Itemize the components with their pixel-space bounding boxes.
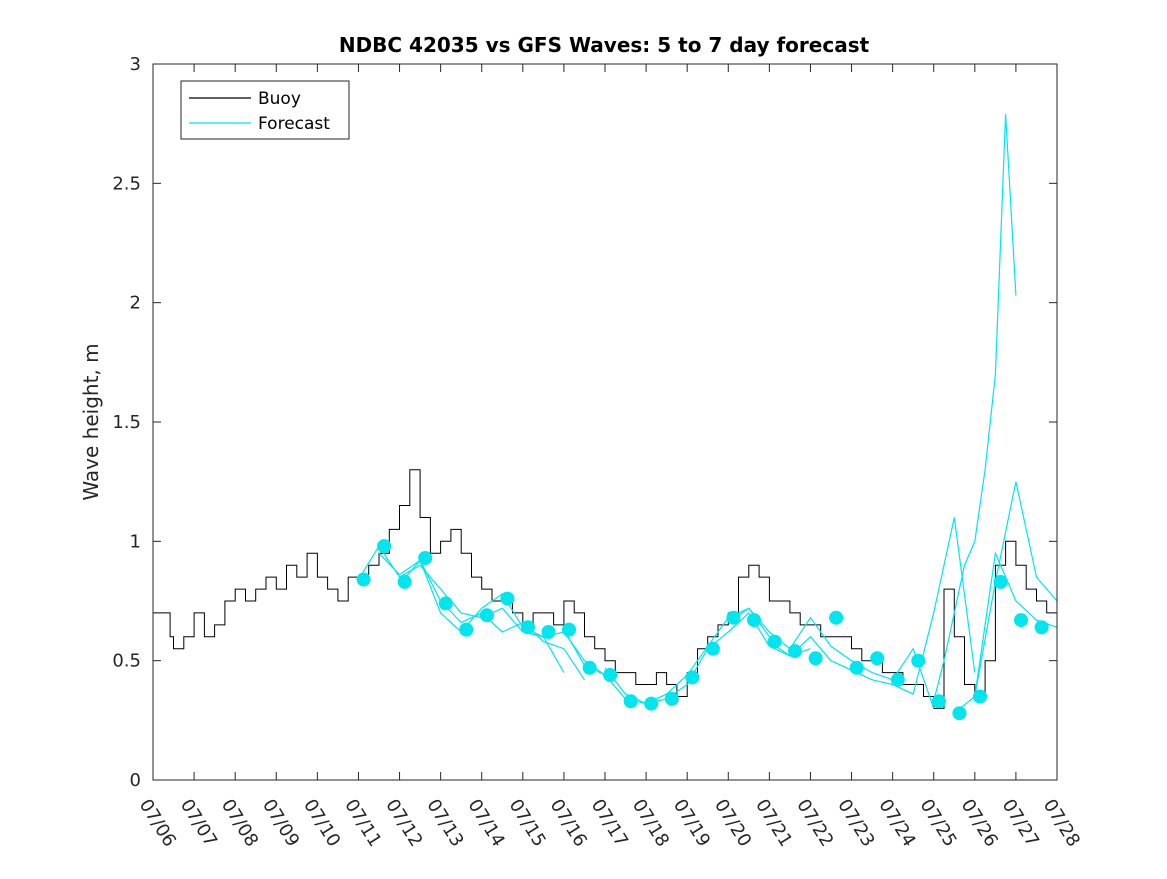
forecast-marker — [582, 660, 597, 675]
forecast-run-1 — [357, 544, 565, 673]
forecast-marker — [562, 622, 576, 637]
y-tick-label: 1 — [130, 531, 141, 552]
forecast-marker — [767, 634, 782, 649]
forecast-marker — [623, 694, 638, 709]
x-tick-label: 07/17 — [587, 796, 632, 851]
x-tick-label: 07/21 — [751, 796, 796, 851]
y-tick-label: 3 — [130, 54, 141, 75]
forecast-marker — [644, 696, 659, 711]
forecast-marker — [1034, 620, 1049, 635]
legend-box — [180, 80, 350, 140]
forecast-run-6 — [727, 607, 935, 709]
forecast-marker — [1014, 613, 1028, 628]
forecast-marker — [829, 610, 844, 625]
x-tick-label: 07/23 — [833, 796, 878, 851]
buoy-series-line — [153, 469, 1057, 709]
forecast-marker — [993, 574, 1008, 589]
axes: 00.511.522.5307/0607/0707/0807/0907/1007… — [112, 54, 1084, 851]
forecast-marker — [500, 591, 515, 606]
forecast-marker — [603, 668, 618, 682]
forecast-run-5 — [604, 611, 811, 705]
forecast-marker — [747, 613, 761, 628]
forecast-marker — [788, 644, 802, 659]
x-tick-label: 07/09 — [258, 796, 303, 851]
chart-title: NDBC 42035 vs GFS Waves: 5 to 7 day fore… — [339, 33, 870, 57]
forecast-marker — [356, 572, 371, 587]
forecast-marker — [808, 651, 823, 666]
forecast-marker — [890, 672, 905, 687]
x-tick-label: 07/16 — [546, 796, 591, 851]
forecast-marker — [541, 625, 556, 639]
y-tick-label: 1.5 — [112, 412, 141, 433]
forecast-marker — [521, 620, 535, 635]
x-tick-label: 07/18 — [628, 796, 673, 851]
plot-area — [153, 114, 1058, 721]
forecast-marker — [726, 610, 741, 625]
forecast-marker — [911, 653, 926, 668]
y-axis-label: Wave height, m — [79, 343, 103, 500]
legend-label: Buoy — [258, 89, 301, 109]
x-tick-label: 07/11 — [340, 796, 385, 851]
x-tick-label: 07/19 — [669, 796, 714, 851]
x-tick-label: 07/12 — [381, 796, 426, 851]
forecast-marker — [849, 660, 864, 675]
x-tick-label: 07/10 — [299, 796, 344, 851]
forecast-marker — [418, 551, 433, 565]
x-tick-label: 07/15 — [505, 796, 550, 851]
legend: Buoy Forecast — [180, 80, 350, 140]
forecast-marker — [664, 691, 679, 706]
forecast-marker — [952, 706, 967, 721]
forecast-run-7 — [769, 517, 976, 695]
x-tick-label: 07/26 — [957, 796, 1002, 851]
x-tick-label: 07/07 — [176, 796, 221, 851]
x-tick-label: 07/25 — [915, 796, 960, 851]
x-tick-label: 07/28 — [1039, 796, 1084, 851]
forecast-marker — [973, 689, 987, 704]
forecast-marker — [459, 622, 474, 637]
forecast-marker — [397, 574, 412, 589]
x-tick-label: 07/14 — [463, 796, 508, 851]
x-tick-label: 07/27 — [998, 796, 1043, 851]
forecast-marker — [705, 641, 720, 656]
x-tick-label: 07/22 — [792, 796, 837, 851]
x-tick-label: 07/24 — [874, 796, 919, 851]
forecast-marker — [931, 694, 946, 709]
forecast-marker — [685, 670, 700, 685]
y-tick-label: 2.5 — [112, 173, 141, 194]
forecast-marker — [479, 608, 494, 623]
y-tick-label: 2 — [130, 293, 141, 314]
x-tick-label: 07/13 — [422, 796, 467, 851]
forecast-marker — [438, 596, 453, 611]
x-tick-label: 07/20 — [710, 796, 755, 851]
forecast-marker — [870, 651, 885, 666]
x-tick-label: 07/08 — [217, 796, 262, 851]
y-tick-label: 0 — [130, 770, 141, 791]
y-tick-label: 0.5 — [112, 651, 141, 672]
forecast-run-9 — [953, 481, 1058, 714]
forecast-run-8 — [933, 114, 1017, 702]
x-tick-label: 07/06 — [135, 796, 180, 851]
forecast-marker — [377, 539, 392, 554]
legend-label: Forecast — [258, 114, 330, 134]
